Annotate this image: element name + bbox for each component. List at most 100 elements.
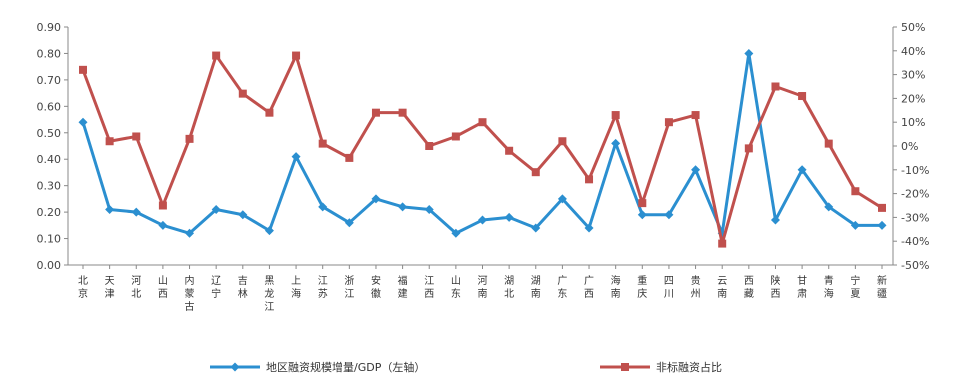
series-1-point [478, 215, 487, 225]
x-tick-label-char: 贵 [691, 274, 701, 287]
x-tick-label-char: 河 [131, 275, 141, 287]
series-2-point [425, 142, 434, 150]
x-tick-label-char: 东 [451, 287, 461, 300]
x-tick-label: 福建 [398, 274, 408, 300]
x-tick-label: 上海 [291, 275, 301, 300]
x-tick-label-char: 西 [744, 276, 754, 287]
x-tick-label-char: 京 [78, 287, 88, 300]
series-line-1 [81, 51, 882, 235]
series-1-point [344, 218, 354, 228]
series-2-point [292, 51, 301, 60]
x-tick-label-char: 内 [185, 274, 195, 287]
series-1-point [158, 220, 168, 230]
series-1-point [185, 228, 195, 238]
y-right-tick-label: 20% [901, 92, 925, 105]
y-left-tick-label: 0.80 [37, 47, 62, 60]
x-tick-label-char: 蒙 [185, 287, 195, 300]
series-2-point [478, 118, 487, 127]
x-tick-label-char: 北 [504, 288, 514, 300]
series-2-point [691, 111, 700, 120]
x-tick-label-char: 肃 [797, 288, 807, 300]
series-2-point [851, 187, 860, 196]
series-2-point [611, 111, 620, 120]
series-2-point [132, 132, 141, 141]
series-1-point [611, 138, 621, 148]
y-right-tick-label: -50% [901, 259, 929, 272]
x-tick-label: 北京 [78, 275, 88, 300]
x-tick-label-char: 山 [158, 275, 168, 287]
x-tick-label: 广西 [584, 275, 594, 300]
x-tick-label: 海南 [611, 274, 621, 300]
x-tick-label: 甘肃 [797, 274, 807, 300]
series-1-point [637, 210, 647, 220]
x-tick-label: 吉林 [238, 275, 248, 300]
series-1-point [744, 48, 754, 58]
series-2-point [638, 199, 647, 208]
series-2-point [398, 108, 407, 117]
series-1-point [797, 165, 807, 175]
x-tick-label-char: 海 [291, 287, 301, 300]
series-2-point [79, 65, 87, 74]
x-tick-label-char: 西 [424, 289, 434, 300]
y-right-tick-label: -10% [901, 164, 929, 177]
x-tick-label-char: 四 [664, 276, 674, 287]
x-tick-label-char: 古 [185, 300, 195, 313]
x-tick-label-char: 建 [398, 287, 408, 300]
x-tick-label-char: 江 [264, 301, 274, 313]
x-tick-label: 安徽 [371, 274, 381, 300]
x-tick-label-char: 津 [105, 288, 115, 300]
series-2-point [185, 134, 194, 143]
x-tick-label-char: 西 [584, 289, 594, 300]
x-tick-label-char: 徽 [371, 287, 381, 300]
x-tick-label: 宁夏 [850, 274, 860, 300]
x-tick-label-char: 河 [478, 275, 488, 287]
x-tick-label-char: 重 [637, 274, 647, 287]
series-1-point [371, 194, 381, 204]
x-tick-label: 山西 [158, 275, 168, 300]
x-tick-label-char: 龙 [264, 287, 274, 300]
series-1-point [105, 204, 115, 214]
y-left-tick-label: 0.90 [37, 21, 62, 34]
x-tick-label-char: 川 [664, 289, 674, 300]
series-1-point [291, 152, 301, 162]
y-right-tick-label: -30% [901, 211, 929, 224]
series-2-point [558, 137, 567, 146]
series-2-point [265, 108, 274, 117]
x-tick-label-char: 广 [584, 275, 594, 287]
series-2-point [878, 203, 886, 212]
series-2-point [158, 201, 167, 210]
x-tick-label: 重庆 [637, 274, 647, 300]
x-tick-label: 天津 [105, 276, 115, 300]
series-1-point [584, 223, 594, 233]
y-right-tick-label: 40% [901, 45, 925, 58]
x-tick-label: 山东 [451, 275, 461, 300]
y-right-tick-label: 0% [901, 140, 918, 153]
x-tick-label-char: 上 [291, 275, 301, 287]
series-2-point [744, 144, 753, 153]
y-left-tick-label: 0.60 [37, 100, 62, 113]
x-tick-label-char: 湖 [531, 275, 541, 287]
series-1-point [664, 210, 674, 220]
x-tick-label-char: 苏 [318, 287, 328, 300]
series-1-point [211, 204, 221, 214]
series-1-point [131, 207, 141, 217]
x-tick-label: 江苏 [318, 275, 328, 300]
x-tick-label-char: 湖 [504, 275, 514, 287]
series-line-2 [81, 54, 883, 246]
x-tick-label-char: 南 [717, 287, 727, 300]
series-2-point [531, 168, 540, 177]
x-tick-label: 湖南 [531, 275, 541, 300]
x-tick-label-char: 藏 [744, 288, 754, 300]
x-tick-label-char: 云 [717, 276, 727, 287]
series-2-point [371, 108, 380, 117]
y-left-tick-label: 0.00 [37, 259, 62, 272]
x-tick-label-char: 辽 [211, 275, 221, 287]
y-right-tick-label: 10% [901, 116, 925, 129]
x-tick-label-char: 疆 [877, 288, 887, 300]
x-tick-label: 四川 [664, 276, 674, 300]
y-left-tick-label: 0.20 [37, 206, 62, 219]
series-1-point [824, 202, 834, 212]
series-1-point [78, 117, 88, 127]
x-tick-label: 江西 [424, 275, 434, 300]
